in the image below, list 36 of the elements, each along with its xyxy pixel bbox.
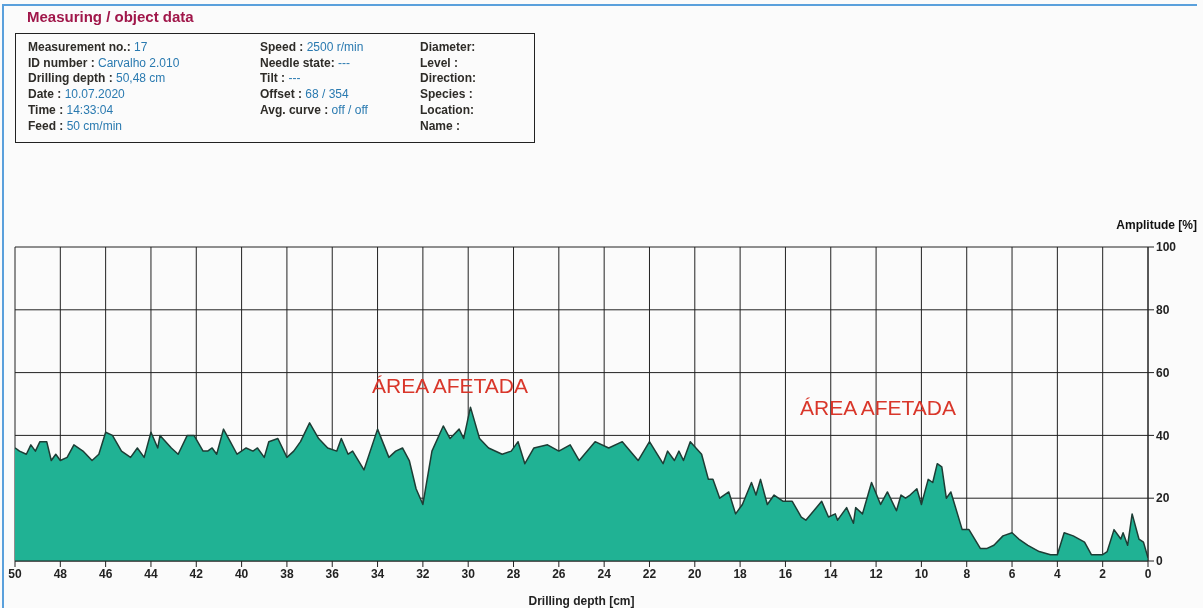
x-tick-label: 10 [914, 566, 929, 581]
x-tick-label: 34 [370, 566, 385, 581]
y-tick-label: 0 [1156, 554, 1163, 569]
y-tick-label: 20 [1156, 491, 1170, 506]
y-tick-label: 100 [1156, 240, 1177, 255]
x-tick-label: 32 [416, 566, 430, 581]
x-tick-label: 0 [1144, 566, 1152, 581]
info-box: Measurement no.: 17 ID number : Carvalho 2.010 Drilling depth : 50,48 cm Date : 10.07.2020 Time : 14:33:04 Feed : 50 cm/min Speed : 2500 r/min Needle state: --- Tilt : --- Offset : 68 / 354 Avg. curve : off / off Diameter: Level : Direction: Species : Location: Name : [15, 33, 535, 143]
y-tick-label: 40 [1156, 428, 1170, 443]
x-tick-label: 40 [234, 566, 249, 581]
x-tick-label: 16 [778, 566, 793, 581]
x-tick-label: 18 [733, 566, 748, 581]
x-tick-label: 46 [98, 566, 113, 581]
x-tick-label: 30 [461, 566, 476, 581]
x-tick-label: 14 [824, 566, 838, 581]
chart-title: Measuring / object data [27, 8, 194, 25]
x-tick-label: 24 [597, 566, 612, 581]
x-tick-label: 36 [325, 566, 340, 581]
x-tick-label: 42 [189, 566, 204, 581]
x-tick-label: 28 [506, 566, 521, 581]
y-tick-label: 60 [1156, 365, 1170, 380]
x-tick-label: 38 [280, 566, 294, 581]
x-tick-label: 48 [53, 566, 68, 581]
x-axis-title: Drilling depth [cm] [528, 594, 635, 608]
x-tick-label: 22 [642, 566, 657, 581]
x-tick-label: 6 [1008, 566, 1016, 581]
y-tick-label: 80 [1156, 303, 1170, 318]
x-tick-label: 12 [869, 566, 884, 581]
x-tick-label: 26 [552, 566, 566, 581]
x-tick-label: 20 [688, 566, 702, 581]
x-tick-label: 4 [1054, 566, 1062, 581]
x-tick-label: 44 [144, 566, 158, 581]
x-tick-label: 50 [8, 566, 22, 581]
x-tick-label: 8 [963, 566, 971, 581]
y-axis-title: Amplitude [%] [1116, 218, 1197, 232]
x-tick-label: 2 [1099, 566, 1107, 581]
